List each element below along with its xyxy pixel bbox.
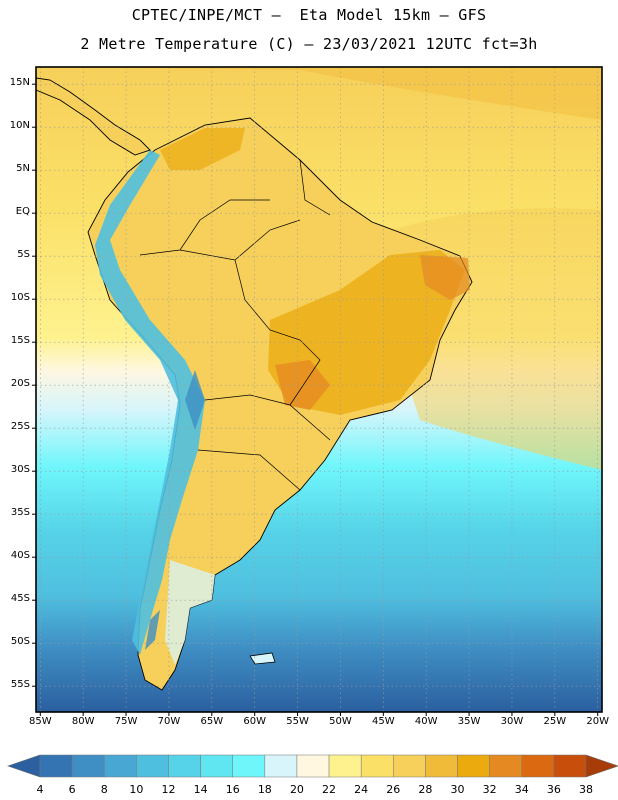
- colorbar-bin: [328, 754, 362, 778]
- colorbar-bin: [296, 754, 330, 778]
- colorbar-bin: [39, 754, 73, 778]
- colorbar-arrow-high: [585, 754, 618, 778]
- andes-cold: [95, 150, 205, 655]
- lat-label: 35S: [10, 507, 30, 519]
- colorbar-label: 16: [225, 783, 240, 796]
- colorbar-label: 26: [386, 783, 401, 796]
- lon-label: 75W: [114, 716, 138, 727]
- lon-label: 60W: [243, 716, 266, 727]
- colorbar-bin: [264, 754, 298, 778]
- colorbar-label: 4: [36, 783, 44, 796]
- lat-label: 15N: [9, 77, 30, 89]
- colorbar-bin: [489, 754, 523, 778]
- lat-label: 45S: [10, 593, 30, 605]
- lon-label: 40W: [414, 716, 438, 727]
- colorbar-bin: [457, 754, 490, 778]
- colorbar-bin: [232, 754, 266, 778]
- hot-venezuela: [160, 128, 245, 170]
- lat-label: EQ: [15, 206, 30, 218]
- lon-label: 30W: [500, 716, 524, 727]
- lon-label: 55W: [286, 716, 309, 727]
- lat-label: 30S: [10, 464, 30, 476]
- colorbar: [7, 754, 618, 778]
- colorbar-label: 8: [100, 783, 108, 796]
- colorbar-bin: [136, 754, 169, 778]
- colorbar-label: 32: [482, 783, 497, 796]
- colorbar-label: 6: [68, 783, 76, 796]
- lat-label: 40S: [10, 550, 30, 562]
- lon-label: 25W: [543, 716, 567, 727]
- lat-label: 15S: [10, 335, 30, 347]
- colorbar-label: 14: [193, 783, 208, 796]
- patagonia-cool: [165, 560, 215, 665]
- colorbar-bin: [200, 754, 233, 778]
- colorbar-label: 28: [418, 783, 433, 796]
- colorbar-label: 30: [450, 783, 465, 796]
- country-borders: [139, 159, 331, 491]
- lat-label: 10N: [9, 120, 30, 132]
- colorbar-arrow-low: [7, 754, 41, 778]
- lat-label: 25S: [10, 421, 30, 433]
- lon-label: 50W: [329, 716, 352, 727]
- colorbar-label: 18: [257, 783, 272, 796]
- lat-label: 20S: [10, 378, 30, 390]
- lon-label: 80W: [71, 716, 95, 727]
- andes-core: [145, 370, 205, 650]
- lat-label: 50S: [10, 636, 30, 648]
- colorbar-label: 24: [354, 783, 369, 796]
- lon-label: 35W: [457, 716, 481, 727]
- colorbar-bin: [71, 754, 105, 778]
- plot-frame: [35, 66, 603, 713]
- lon-label: 20W: [586, 716, 610, 727]
- colorbar-label: 20: [289, 783, 304, 796]
- falkland-islands: [249, 652, 276, 665]
- lon-label: 65W: [200, 716, 224, 727]
- lat-label: 5S: [17, 249, 30, 261]
- colorbar-bin: [393, 754, 426, 778]
- colorbar-bin: [360, 754, 394, 778]
- chart-subtitle: 2 Metre Temperature (C) – 23/03/2021 12U…: [80, 35, 538, 53]
- colorbar-label: 12: [161, 783, 176, 796]
- colorbar-bin: [425, 754, 458, 778]
- lat-label: 5N: [16, 163, 30, 175]
- colorbar-bin: [103, 754, 137, 778]
- lon-label: 85W: [28, 716, 52, 727]
- colorbar-label: 22: [322, 783, 337, 796]
- warm-caribbean: [36, 67, 602, 120]
- colorbar-label: 36: [546, 783, 561, 796]
- colorbar-label: 34: [514, 783, 529, 796]
- colorbar-label: 38: [579, 783, 593, 796]
- colorbar-label: 10: [129, 783, 144, 796]
- lat-label: 55S: [10, 679, 30, 691]
- central-america: [36, 77, 151, 156]
- chart-title: CPTEC/INPE/MCT – Eta Model 15km – GFS: [131, 6, 487, 24]
- lon-label: 70W: [157, 716, 181, 727]
- colorbar-bin: [553, 754, 587, 778]
- colorbar-bin: [521, 754, 555, 778]
- colorbar-bin: [168, 754, 201, 778]
- lat-label: 10S: [10, 292, 30, 304]
- lon-label: 45W: [372, 716, 395, 727]
- hot-nordeste: [420, 255, 470, 300]
